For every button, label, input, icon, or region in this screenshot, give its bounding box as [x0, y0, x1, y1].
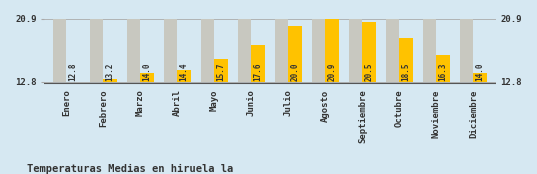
Text: 14.0: 14.0 — [142, 63, 151, 81]
Bar — [127, 19, 140, 82]
Bar — [325, 19, 339, 82]
Text: 14.4: 14.4 — [179, 63, 188, 81]
Bar — [275, 19, 288, 82]
Bar — [238, 19, 251, 82]
Text: Temperaturas Medias en hiruela la: Temperaturas Medias en hiruela la — [27, 164, 233, 174]
Text: 17.6: 17.6 — [253, 63, 263, 81]
Text: 12.8: 12.8 — [69, 63, 77, 81]
Bar — [53, 19, 67, 82]
Bar — [140, 73, 154, 82]
Bar — [362, 22, 376, 82]
Text: 20.0: 20.0 — [291, 63, 300, 81]
Bar — [177, 69, 191, 82]
Bar — [386, 19, 400, 82]
Text: 20.9: 20.9 — [328, 63, 337, 81]
Bar — [103, 79, 117, 82]
Bar — [164, 19, 177, 82]
Bar — [312, 19, 325, 82]
Text: 15.7: 15.7 — [216, 63, 226, 81]
Text: 20.5: 20.5 — [365, 63, 374, 81]
Bar — [349, 19, 362, 82]
Bar — [460, 19, 474, 82]
Text: 18.5: 18.5 — [402, 63, 411, 81]
Bar — [474, 73, 487, 82]
Text: 14.0: 14.0 — [476, 63, 484, 81]
Bar — [437, 55, 450, 82]
Bar — [251, 45, 265, 82]
Text: 16.3: 16.3 — [439, 63, 447, 81]
Bar — [90, 19, 103, 82]
Bar — [201, 19, 214, 82]
Bar — [423, 19, 437, 82]
Bar — [214, 59, 228, 82]
Bar — [288, 26, 302, 82]
Bar — [400, 38, 413, 82]
Text: 13.2: 13.2 — [105, 63, 114, 81]
